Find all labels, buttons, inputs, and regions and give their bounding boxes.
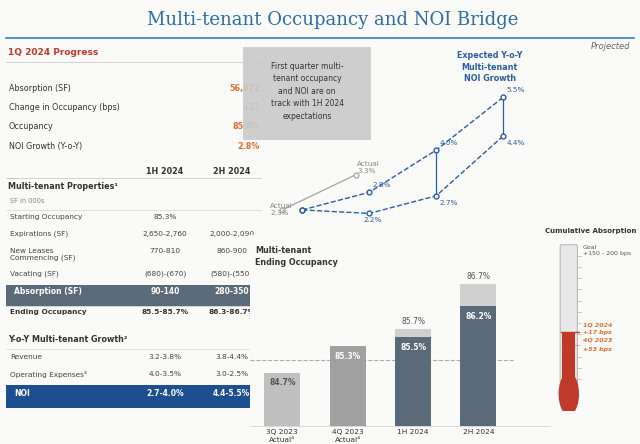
- Text: Absorption (SF): Absorption (SF): [9, 84, 71, 93]
- Text: (580)-(550): (580)-(550): [211, 271, 253, 277]
- Text: +53 bps: +53 bps: [582, 347, 611, 352]
- Text: Multi-tenant Properties¹: Multi-tenant Properties¹: [8, 182, 118, 191]
- Text: Vacating (SF): Vacating (SF): [10, 271, 59, 277]
- Text: 2.8%: 2.8%: [372, 182, 391, 188]
- Text: 85.3%: 85.3%: [335, 352, 361, 361]
- Text: NOI Growth (Y-o-Y): NOI Growth (Y-o-Y): [9, 142, 82, 151]
- Text: 2.2%: 2.2%: [364, 218, 382, 223]
- Text: New Leases
Commencing (SF): New Leases Commencing (SF): [10, 248, 76, 261]
- Text: Occupancy: Occupancy: [9, 123, 54, 131]
- Text: 85.5-85.7%: 85.5-85.7%: [141, 309, 189, 315]
- Text: Cumulative Absorption: Cumulative Absorption: [545, 228, 636, 234]
- Text: 85.3%: 85.3%: [154, 214, 177, 220]
- Text: Y-o-Y Multi-tenant Growth²: Y-o-Y Multi-tenant Growth²: [8, 335, 127, 344]
- Text: 90-140: 90-140: [150, 287, 180, 296]
- Text: 2H 2024: 2H 2024: [213, 167, 250, 176]
- Text: Operating Expenses³: Operating Expenses³: [10, 371, 87, 378]
- FancyBboxPatch shape: [241, 45, 374, 142]
- Text: 2,000-2,090: 2,000-2,090: [209, 231, 254, 237]
- Text: 280-350: 280-350: [214, 287, 249, 296]
- Text: 1H 2024: 1H 2024: [147, 167, 184, 176]
- Text: 3.8-4.4%: 3.8-4.4%: [215, 354, 248, 360]
- Text: 2.8%: 2.8%: [237, 142, 260, 151]
- Text: 85.5%: 85.5%: [400, 343, 426, 352]
- Text: 56,972: 56,972: [229, 84, 260, 93]
- Text: Goal
+150 - 200 bps: Goal +150 - 200 bps: [582, 245, 631, 256]
- Text: Change in Occupancy (bps): Change in Occupancy (bps): [9, 103, 120, 112]
- Text: Expected Y-o-Y
Multi-tenant
NOI Growth: Expected Y-o-Y Multi-tenant NOI Growth: [457, 52, 523, 83]
- Text: Actual
3.3%: Actual 3.3%: [357, 161, 380, 174]
- Text: Expirations (SF): Expirations (SF): [10, 231, 68, 238]
- Text: 770-810: 770-810: [150, 248, 180, 254]
- Text: First quarter multi-
tenant occupancy
and NOI are on
track with 1H 2024
expectat: First quarter multi- tenant occupancy an…: [271, 62, 344, 121]
- Text: 2,650-2,760: 2,650-2,760: [143, 231, 188, 237]
- Text: 85.7%: 85.7%: [401, 317, 425, 326]
- FancyBboxPatch shape: [560, 245, 577, 390]
- Text: +17 bps: +17 bps: [582, 330, 611, 335]
- Text: 85.4%: 85.4%: [232, 123, 260, 131]
- Bar: [395, 329, 431, 337]
- Bar: [264, 373, 300, 426]
- Bar: [395, 337, 431, 426]
- Text: Multi-tenant Occupancy and NOI Bridge: Multi-tenant Occupancy and NOI Bridge: [147, 11, 518, 29]
- Text: 4.4%: 4.4%: [507, 140, 525, 146]
- Text: 2.7%: 2.7%: [440, 200, 458, 206]
- Text: SF in 000s: SF in 000s: [10, 198, 45, 204]
- Text: +17: +17: [242, 103, 260, 112]
- Bar: [6, 285, 262, 306]
- Text: Multi-tenant
Ending Occupancy: Multi-tenant Ending Occupancy: [255, 246, 338, 266]
- Text: Absorption (SF): Absorption (SF): [14, 287, 82, 296]
- Text: NOI: NOI: [14, 388, 30, 398]
- Text: 4.0-3.5%: 4.0-3.5%: [148, 371, 182, 377]
- Text: Projected: Projected: [591, 42, 630, 51]
- Text: Starting Occupancy: Starting Occupancy: [10, 214, 83, 220]
- Bar: [330, 346, 365, 426]
- Text: Actual
2.3%: Actual 2.3%: [270, 203, 293, 216]
- Text: (680)-(670): (680)-(670): [144, 271, 186, 277]
- Text: 5.5%: 5.5%: [507, 87, 525, 93]
- Bar: [461, 306, 497, 426]
- Text: Revenue: Revenue: [10, 354, 42, 360]
- Text: 4Q 2023: 4Q 2023: [582, 338, 612, 343]
- Text: 4.0%: 4.0%: [440, 140, 458, 146]
- Text: 86.3-86.7%: 86.3-86.7%: [208, 309, 255, 315]
- Circle shape: [559, 373, 579, 414]
- Text: 860-900: 860-900: [216, 248, 247, 254]
- Text: 2.7-4.0%: 2.7-4.0%: [147, 388, 184, 398]
- Bar: [6, 385, 262, 408]
- Text: Ending Occupancy: Ending Occupancy: [10, 309, 87, 315]
- Text: 86.2%: 86.2%: [465, 312, 492, 321]
- Text: 1Q 2024 Progress: 1Q 2024 Progress: [8, 48, 98, 57]
- Bar: [563, 333, 575, 386]
- Text: 1Q 2024: 1Q 2024: [582, 323, 612, 328]
- Text: 3.2-3.8%: 3.2-3.8%: [148, 354, 182, 360]
- Text: 84.7%: 84.7%: [269, 378, 296, 387]
- Text: 86.7%: 86.7%: [467, 273, 490, 281]
- Text: 4.4-5.5%: 4.4-5.5%: [213, 388, 250, 398]
- Text: 3.0-2.5%: 3.0-2.5%: [215, 371, 248, 377]
- Bar: [461, 284, 497, 306]
